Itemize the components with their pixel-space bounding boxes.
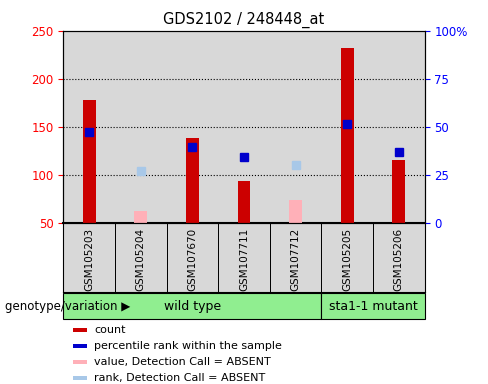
Bar: [73, 344, 87, 348]
Bar: [134, 211, 147, 223]
Bar: [322, 31, 373, 223]
Bar: [83, 100, 96, 223]
Text: count: count: [94, 325, 125, 335]
Bar: [166, 223, 218, 292]
Bar: [322, 293, 425, 319]
Bar: [63, 31, 115, 223]
Bar: [63, 223, 115, 292]
Bar: [270, 223, 322, 292]
Text: GSM107712: GSM107712: [290, 228, 301, 291]
Bar: [238, 182, 250, 223]
Text: genotype/variation ▶: genotype/variation ▶: [5, 300, 130, 313]
Text: value, Detection Call = ABSENT: value, Detection Call = ABSENT: [94, 357, 271, 367]
Title: GDS2102 / 248448_at: GDS2102 / 248448_at: [163, 12, 325, 28]
Bar: [73, 328, 87, 332]
Bar: [341, 48, 354, 223]
Text: GSM107711: GSM107711: [239, 228, 249, 291]
Bar: [373, 223, 425, 292]
Text: GSM105203: GSM105203: [84, 228, 94, 291]
Bar: [373, 31, 425, 223]
Bar: [115, 31, 166, 223]
Text: sta1-1 mutant: sta1-1 mutant: [328, 300, 417, 313]
Bar: [322, 223, 373, 292]
Text: GSM107670: GSM107670: [187, 228, 198, 291]
Text: GSM105206: GSM105206: [394, 228, 404, 291]
Text: wild type: wild type: [164, 300, 221, 313]
Bar: [218, 223, 270, 292]
Bar: [73, 360, 87, 364]
Bar: [392, 161, 405, 223]
Bar: [166, 31, 218, 223]
Text: GSM105204: GSM105204: [136, 228, 146, 291]
Bar: [270, 31, 322, 223]
Bar: [218, 31, 270, 223]
Bar: [73, 376, 87, 379]
Text: percentile rank within the sample: percentile rank within the sample: [94, 341, 282, 351]
Bar: [289, 200, 302, 223]
Text: GSM105205: GSM105205: [342, 228, 352, 291]
Bar: [186, 138, 199, 223]
Bar: [115, 223, 166, 292]
Bar: [63, 293, 322, 319]
Text: rank, Detection Call = ABSENT: rank, Detection Call = ABSENT: [94, 373, 265, 383]
